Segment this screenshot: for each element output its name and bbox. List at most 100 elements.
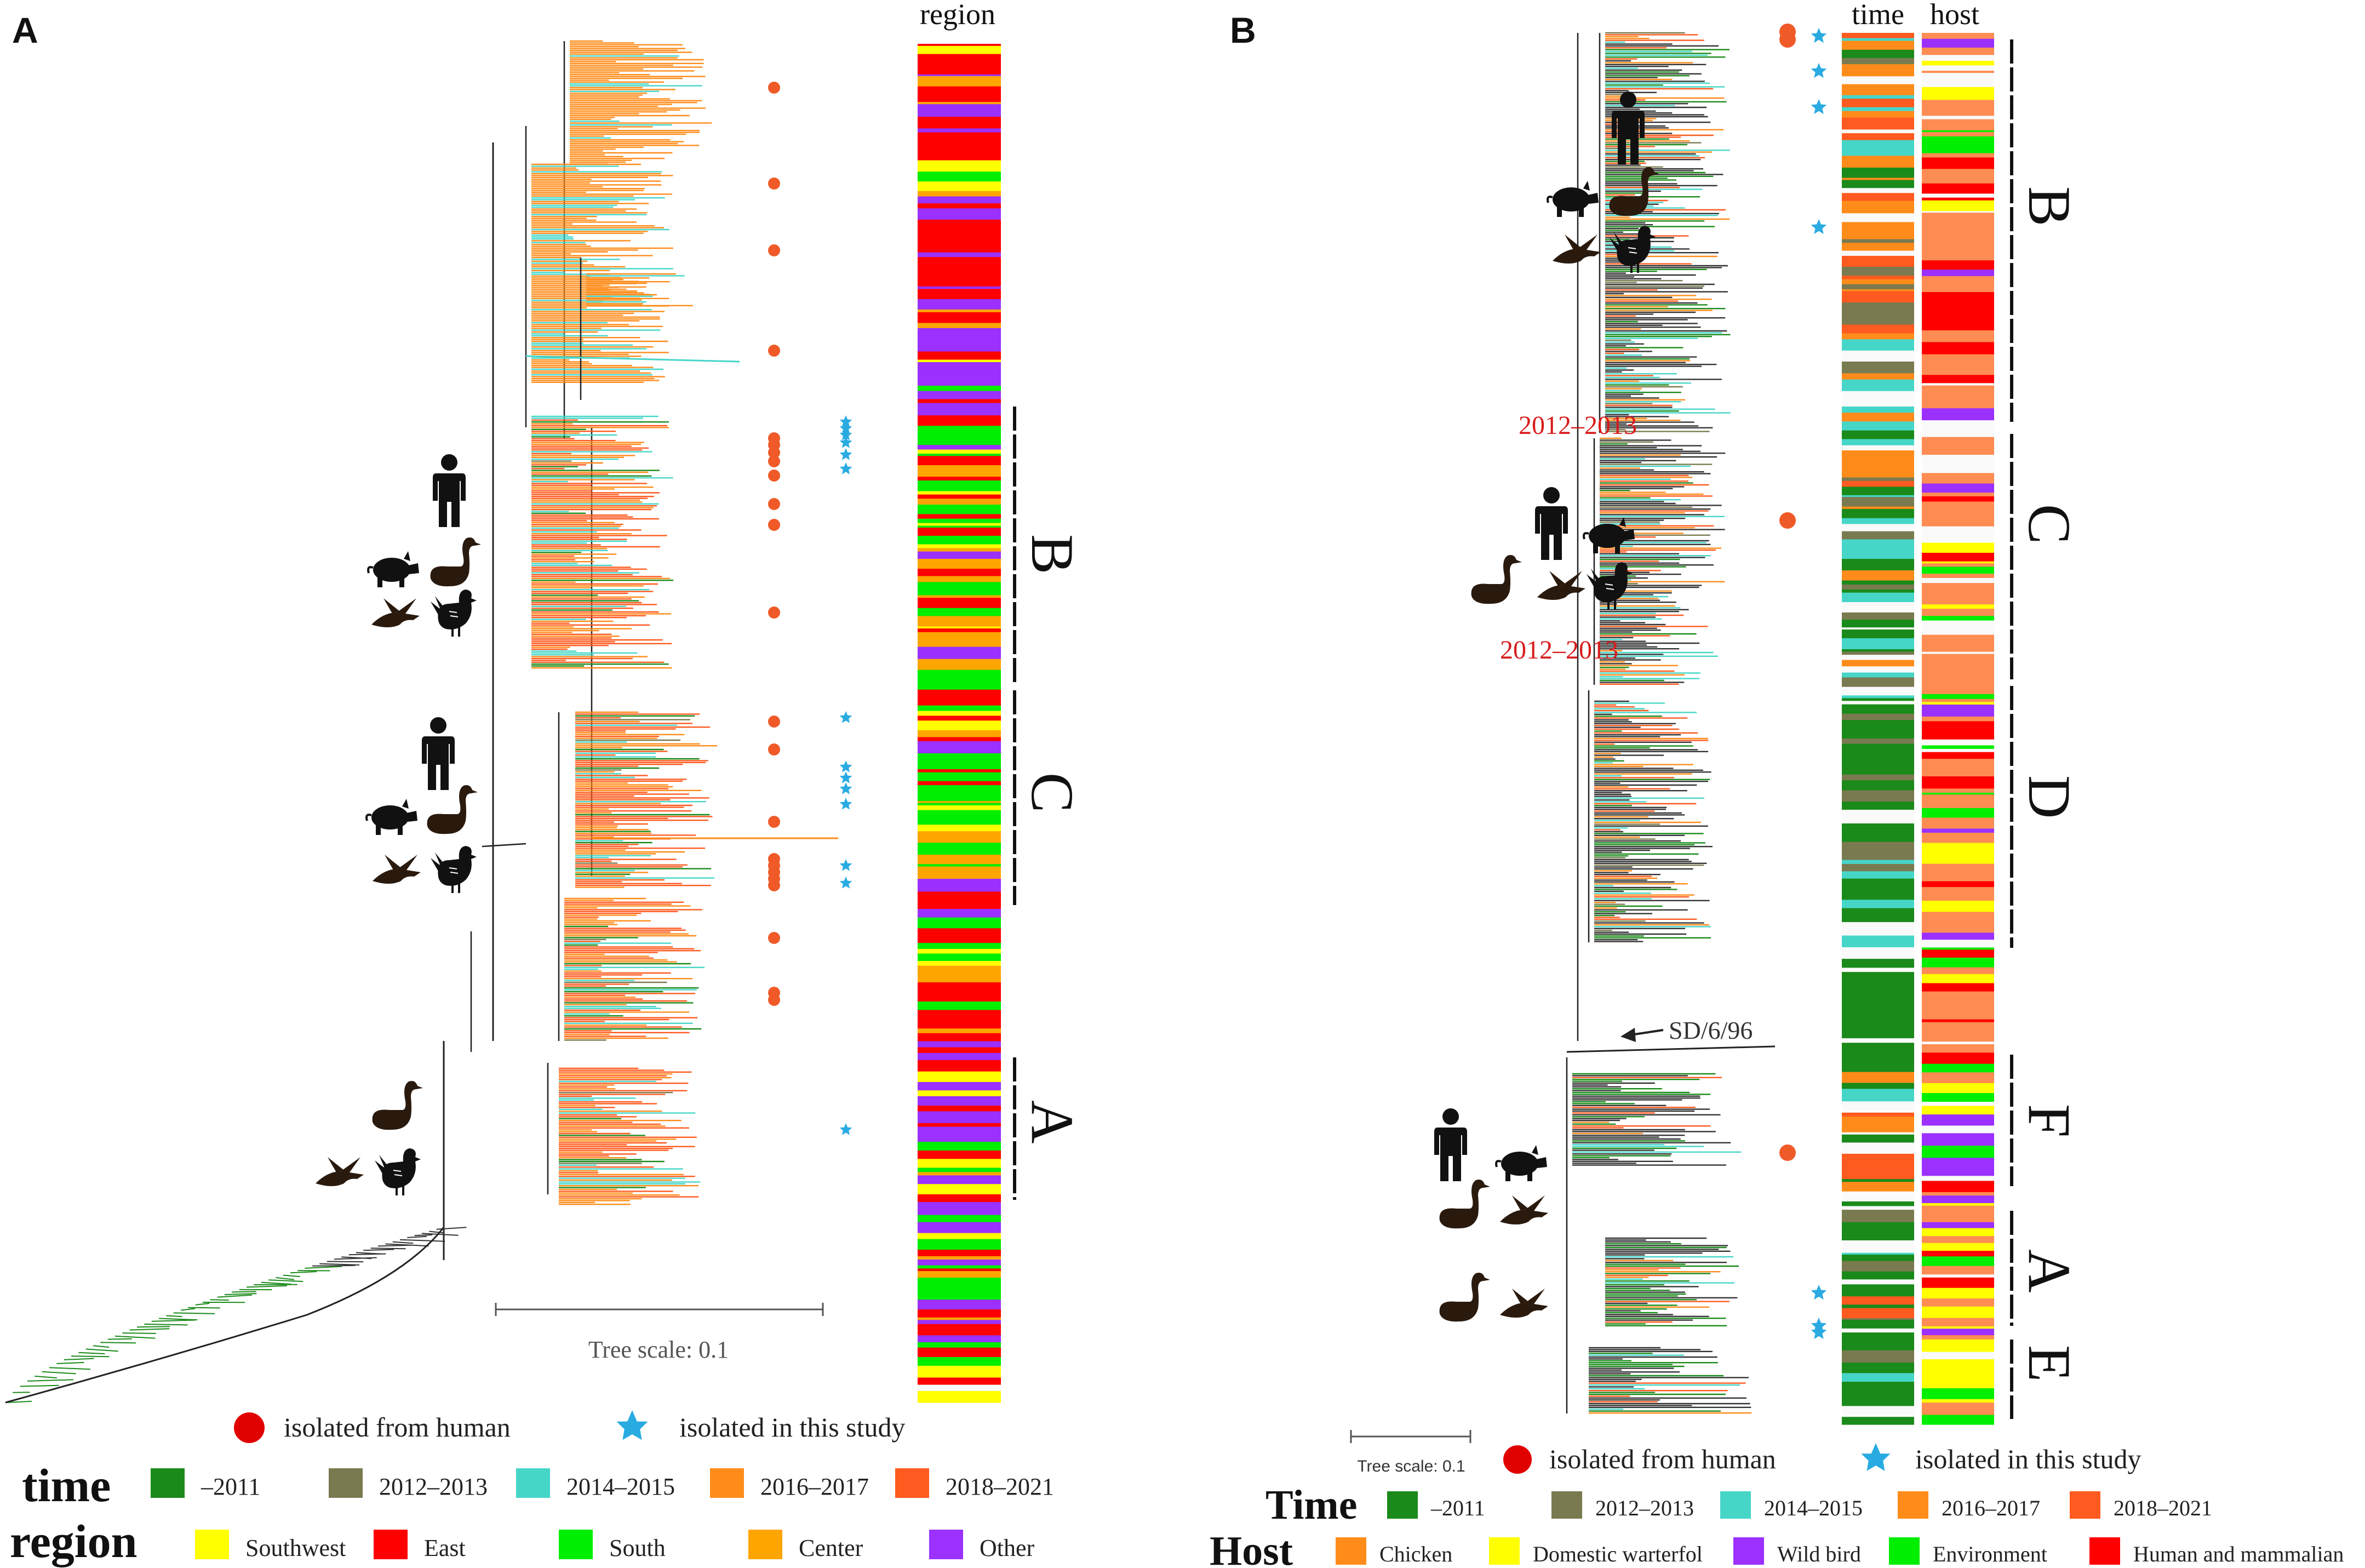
region-band	[918, 548, 1001, 552]
host-band	[1922, 881, 1994, 888]
study-isolate-marker	[839, 877, 852, 889]
tree-branch	[144, 1323, 188, 1326]
region-band	[918, 480, 1001, 491]
time-band	[1842, 1030, 1914, 1035]
scale-bar-a-label: Tree scale: 0.1	[588, 1336, 729, 1363]
tree-branch	[122, 1332, 156, 1334]
time-band	[1842, 1060, 1914, 1073]
host-band	[1922, 957, 1994, 968]
legend-host-title: Host	[1210, 1528, 1293, 1568]
time-band	[1842, 1332, 1914, 1342]
time-legend-b-swatch	[1551, 1491, 1582, 1519]
time-legend-b-swatch	[1387, 1491, 1418, 1519]
region-band	[918, 646, 1001, 660]
region-band	[918, 945, 1001, 949]
time-band	[1842, 998, 1914, 1005]
time-color-strip	[1842, 33, 1914, 1425]
time-band	[1842, 739, 1914, 745]
legend-host: Chicken Domestic warterfol Wild bird Enviro…	[1336, 1537, 2344, 1566]
host-band	[1922, 107, 1994, 113]
region-band	[918, 595, 1001, 598]
region-band	[918, 249, 1001, 253]
time-band	[1842, 239, 1914, 243]
region-band	[918, 1390, 1001, 1400]
region-band	[918, 917, 1001, 929]
time-band	[1842, 222, 1914, 234]
host-band	[1922, 342, 1994, 355]
time-band	[1842, 704, 1914, 714]
host-band	[1922, 1203, 1994, 1206]
region-band	[918, 1194, 1001, 1203]
time-band	[1842, 649, 1914, 653]
time-band	[1842, 1222, 1914, 1229]
tree-branch	[385, 1243, 429, 1247]
host-band	[1922, 1192, 1994, 1196]
time-band	[1842, 243, 1914, 251]
pig-icon	[1547, 180, 1600, 218]
host-band	[1922, 1415, 1994, 1425]
region-band	[918, 1111, 1001, 1124]
host-legend-label: Chicken	[1379, 1542, 1452, 1566]
host-band	[1922, 1195, 1994, 1204]
host-band	[1922, 197, 1994, 201]
host-band	[1922, 1205, 1994, 1215]
region-band	[918, 98, 1001, 102]
region-legend-swatch	[374, 1530, 408, 1559]
time-band	[1842, 430, 1914, 440]
host-band	[1922, 319, 1994, 331]
region-band	[918, 60, 1001, 66]
time-band	[1842, 827, 1914, 831]
region-band	[918, 181, 1001, 192]
host-band	[1922, 817, 1994, 829]
study-isolate-marker	[1811, 99, 1827, 115]
region-band	[918, 1172, 1001, 1176]
host-band	[1922, 668, 1994, 671]
region-band	[918, 720, 1001, 731]
host-column-header: host	[1930, 0, 1979, 31]
region-band	[918, 551, 1001, 559]
region-band	[918, 54, 1001, 61]
region-band	[918, 961, 1001, 966]
time-band	[1842, 295, 1914, 303]
region-band	[918, 514, 1001, 519]
study-isolate-marker	[839, 711, 852, 723]
region-band	[918, 362, 1001, 375]
human-isolate-legend-marker-b	[1503, 1445, 1532, 1474]
host-band	[1922, 967, 1994, 970]
region-band	[918, 357, 1001, 360]
time-band	[1842, 167, 1914, 178]
host-band	[1922, 561, 1994, 564]
study-isolate-marker	[1811, 1324, 1827, 1340]
region-band	[918, 104, 1001, 117]
region-band	[918, 810, 1001, 821]
time-band	[1842, 506, 1914, 510]
time-band	[1842, 339, 1914, 351]
region-band	[918, 1347, 1001, 1358]
time-band	[1842, 580, 1914, 585]
time-legend-b-label: 2012–2013	[1595, 1496, 1694, 1520]
host-band	[1922, 1000, 1994, 1009]
tree-branch	[290, 1271, 317, 1274]
host-band	[1922, 921, 1994, 934]
tree-branch	[356, 1252, 382, 1255]
study-isolate-marker	[839, 448, 852, 460]
region-band	[918, 415, 1001, 426]
time-legend-b-swatch	[1898, 1491, 1928, 1519]
host-band	[1922, 776, 1994, 789]
time-band	[1842, 487, 1914, 496]
region-band	[918, 1060, 1001, 1072]
host-band	[1922, 1236, 1994, 1244]
study-isolate-marker	[839, 462, 852, 474]
host-band	[1922, 1114, 1994, 1126]
region-band	[918, 765, 1001, 770]
region-legend-label: Center	[799, 1535, 863, 1561]
time-band	[1842, 1083, 1914, 1089]
time-band	[1842, 84, 1914, 96]
region-band	[918, 456, 1001, 466]
time-band	[1842, 890, 1914, 900]
clade-label-a-b: B	[1019, 534, 1086, 574]
time-band	[1842, 1166, 1914, 1180]
host-band	[1922, 443, 1994, 455]
host-band	[1922, 1251, 1994, 1257]
chicken-icon	[430, 589, 477, 637]
